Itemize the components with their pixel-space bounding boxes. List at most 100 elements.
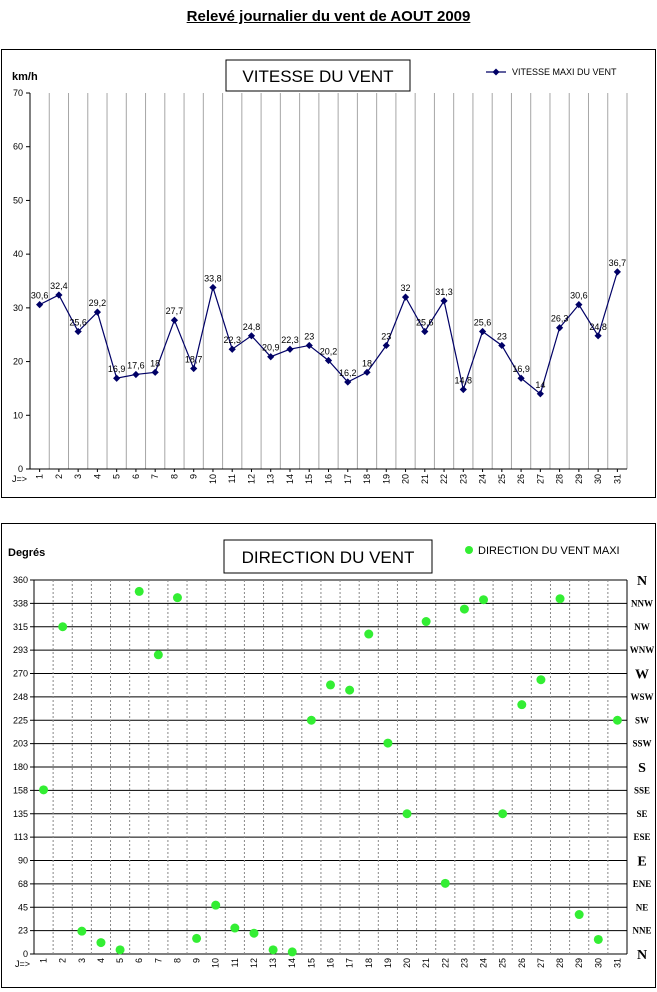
speed-data-point: [74, 327, 82, 336]
y-tick-label: 20: [13, 357, 23, 367]
y-tick-label: 0: [18, 464, 23, 474]
y-tick-label: 180: [13, 762, 28, 772]
direction-data-point: [115, 945, 125, 955]
direction-data-point: [517, 700, 527, 710]
x-axis-label: J=>: [12, 474, 27, 484]
compass-label: SSW: [632, 739, 651, 749]
speed-data-point: [209, 283, 217, 292]
speed-chart-panel: 0 10 20 30 40 50 60 70 1 2 3 4 5 6 7 8 9 10 11 12 13 14 15 16 17…: [1, 49, 656, 498]
direction-data-point: [211, 900, 221, 910]
direction-data-point: [58, 622, 68, 632]
x-tick-label: 23: [459, 958, 469, 968]
y-tick-label: 40: [13, 249, 23, 259]
speed-data-label: 30,6: [31, 291, 49, 301]
x-tick-label: 4: [92, 474, 102, 479]
x-axis-label: J=>: [15, 959, 30, 969]
speed-data-label: 14,8: [455, 376, 473, 386]
y-tick-label: 338: [13, 598, 28, 608]
compass-label: SSE: [634, 785, 650, 795]
y-tick-label: 70: [13, 88, 23, 98]
direction-data-point: [268, 945, 278, 955]
chart-title: DIRECTION DU VENT: [242, 548, 415, 567]
direction-chart: 0234568901131351581802032252482702933153…: [8, 539, 654, 969]
direction-data-point: [536, 675, 546, 685]
x-tick-label: 23: [458, 474, 468, 484]
direction-data-point: [345, 685, 355, 695]
compass-label: NE: [636, 902, 649, 912]
y-tick-label: 0: [23, 949, 28, 959]
speed-data-point: [93, 308, 102, 316]
speed-data-point: [36, 301, 44, 309]
x-tick-label: 30: [593, 958, 603, 968]
speed-data-label: 18: [362, 358, 372, 368]
chart-title-box: [223, 539, 433, 574]
chart-title: VITESSE DU VENT: [242, 67, 393, 86]
speed-data-label: 25,6: [474, 317, 492, 327]
x-tick-label: 1: [39, 958, 49, 963]
speed-data-label: 32: [401, 283, 411, 293]
speed-data-point: [228, 345, 236, 353]
x-tick-label: 24: [479, 958, 489, 968]
direction-data-point: [39, 785, 49, 795]
compass-label: NW: [634, 622, 650, 632]
speed-data-label: 32,4: [50, 281, 68, 291]
compass-label: ENE: [633, 879, 652, 889]
speed-data-point: [247, 332, 256, 340]
x-tick-label: 5: [115, 958, 125, 963]
x-tick-label: 17: [343, 474, 353, 484]
speed-data-label: 23: [381, 331, 391, 341]
x-tick-label: 12: [249, 958, 259, 968]
x-tick-label: 5: [112, 474, 122, 479]
direction-data-point: [287, 947, 297, 957]
x-tick-label: 3: [73, 474, 83, 479]
speed-data-label: 17,6: [127, 360, 145, 370]
direction-data-point: [134, 586, 144, 596]
speed-data-point: [363, 368, 371, 376]
direction-data-point: [96, 938, 106, 948]
x-tick-label: 27: [536, 958, 546, 968]
x-tick-label: 29: [574, 474, 584, 484]
direction-data-point: [326, 680, 335, 690]
speed-data-point: [55, 291, 63, 299]
x-tick-label: 15: [306, 958, 316, 968]
x-tick-label: 31: [612, 474, 622, 484]
speed-data-label: 24,8: [589, 322, 607, 332]
x-tick-label: 28: [555, 958, 565, 968]
direction-data-point: [612, 715, 622, 725]
speed-data-point: [594, 332, 602, 340]
x-tick-label: 25: [497, 474, 507, 484]
compass-label: NNE: [632, 926, 651, 936]
speed-data-point: [575, 301, 583, 309]
direction-data-point: [153, 650, 163, 660]
speed-data-label: 31,3: [435, 287, 453, 297]
speed-data-point: [344, 378, 352, 386]
y-tick-label: 50: [13, 195, 23, 205]
x-tick-label: 30: [593, 474, 603, 484]
x-tick-label: 13: [268, 958, 278, 968]
direction-data-point: [574, 910, 584, 920]
direction-data-point: [77, 926, 87, 936]
direction-data-point: [249, 928, 259, 938]
compass-label: W: [635, 668, 649, 683]
speed-data-point: [324, 356, 333, 365]
speed-data-label: 20,2: [320, 346, 338, 356]
compass-label: NNW: [631, 598, 653, 608]
y-tick-label: 113: [14, 832, 28, 842]
x-tick-label: 20: [402, 958, 412, 968]
x-tick-label: 14: [285, 474, 295, 484]
compass-label: SE: [636, 809, 647, 819]
speed-data-point: [517, 374, 525, 382]
x-tick-label: 6: [134, 958, 144, 963]
x-tick-label: 18: [364, 958, 374, 968]
speed-data-label: 27,7: [166, 306, 184, 316]
speed-data-point: [536, 390, 544, 398]
direction-data-point: [498, 809, 508, 819]
speed-data-label: 23: [497, 331, 507, 341]
legend-marker: [492, 68, 500, 76]
speed-data-label: 18,7: [185, 355, 203, 365]
compass-label: WSW: [630, 692, 653, 702]
speed-data-label: 36,7: [609, 258, 627, 268]
x-tick-label: 2: [58, 958, 68, 963]
x-tick-label: 22: [440, 958, 450, 968]
x-tick-label: 6: [131, 474, 141, 479]
